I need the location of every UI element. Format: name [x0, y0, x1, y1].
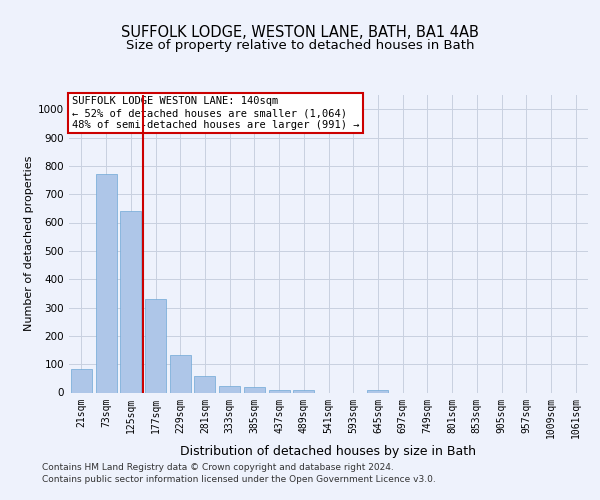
Bar: [145, 299, 166, 392]
Y-axis label: Number of detached properties: Number of detached properties: [24, 156, 34, 332]
Bar: [71, 369, 92, 392]
Bar: [194, 376, 215, 392]
Text: SUFFOLK LODGE, WESTON LANE, BATH, BA1 4AB: SUFFOLK LODGE, WESTON LANE, BATH, BA1 4A…: [121, 25, 479, 40]
Text: Contains HM Land Registry data © Crown copyright and database right 2024.: Contains HM Land Registry data © Crown c…: [42, 464, 394, 472]
Text: Contains public sector information licensed under the Open Government Licence v3: Contains public sector information licen…: [42, 475, 436, 484]
Bar: [269, 390, 290, 392]
Bar: [95, 174, 116, 392]
Bar: [244, 387, 265, 392]
Bar: [367, 390, 388, 392]
X-axis label: Distribution of detached houses by size in Bath: Distribution of detached houses by size …: [181, 446, 476, 458]
Text: Size of property relative to detached houses in Bath: Size of property relative to detached ho…: [126, 38, 474, 52]
Bar: [293, 390, 314, 392]
Text: SUFFOLK LODGE WESTON LANE: 140sqm
← 52% of detached houses are smaller (1,064)
4: SUFFOLK LODGE WESTON LANE: 140sqm ← 52% …: [71, 96, 359, 130]
Bar: [219, 386, 240, 392]
Bar: [170, 355, 191, 393]
Bar: [120, 211, 141, 392]
